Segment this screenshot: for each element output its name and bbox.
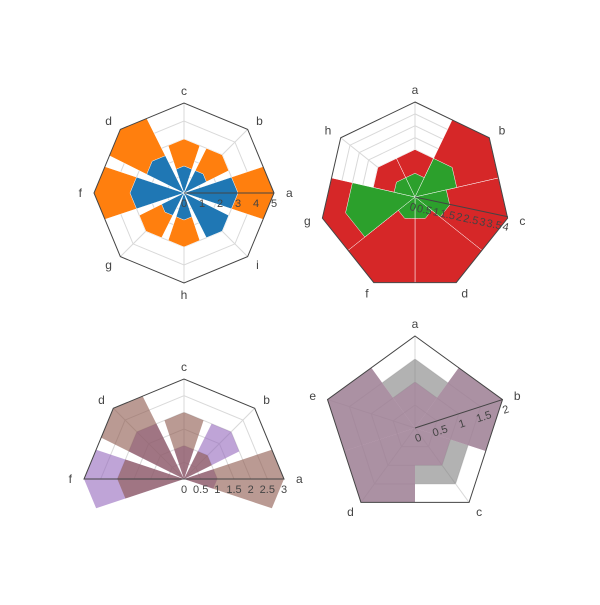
radial-axis-line bbox=[414, 399, 503, 429]
category-label-a: a bbox=[286, 186, 293, 200]
radial-tick-label: 4 bbox=[501, 221, 509, 234]
radial-tick-label: 5 bbox=[271, 198, 277, 210]
bar-green-d bbox=[414, 196, 433, 219]
radial-tick-label: 0 bbox=[414, 432, 424, 445]
bar-green-f bbox=[397, 196, 416, 219]
polar-chart-4: 0 0.5 1 1.5 2 a b c d e bbox=[309, 317, 521, 519]
radial-tick-label: 0 bbox=[181, 198, 187, 210]
series-gray bbox=[327, 359, 503, 503]
category-label-b: b bbox=[514, 389, 521, 403]
bar-blue-i bbox=[183, 192, 230, 239]
radial-tick-label: 0.5 bbox=[431, 423, 449, 439]
series-blue bbox=[129, 155, 239, 239]
bar-gray-e bbox=[327, 367, 415, 451]
bar-gray-b bbox=[415, 367, 503, 451]
category-label-f: f bbox=[69, 472, 73, 486]
category-label-i: i bbox=[256, 258, 259, 272]
radial-tick-label: 1.5 bbox=[475, 409, 493, 425]
radial-tick-label: 2.5 bbox=[462, 213, 479, 228]
category-label-a: a bbox=[412, 317, 419, 331]
radial-tick-label: 3 bbox=[478, 216, 486, 229]
category-label-b: b bbox=[263, 393, 270, 407]
bar-green-h bbox=[393, 177, 416, 198]
bar-blue-b bbox=[183, 170, 207, 194]
radial-tick-label: 0.5 bbox=[193, 484, 208, 496]
radial-tick-label: 1.5 bbox=[439, 208, 456, 223]
radial-tick-label: 3 bbox=[235, 198, 241, 210]
category-label-h: h bbox=[325, 123, 332, 137]
polar-chart-1: 0 1 2 3 4 5a b c d f g h i bbox=[79, 84, 293, 302]
radial-tick-label: 3.5 bbox=[485, 218, 502, 233]
category-label-e: e bbox=[309, 389, 316, 403]
category-label-a: a bbox=[412, 83, 419, 97]
bar-green-a bbox=[405, 172, 425, 198]
polar-chart-3: 0 0.5 1 1.5 2 2.5 3a b c d f bbox=[69, 360, 303, 509]
category-label-c: c bbox=[519, 214, 525, 228]
radial-tick-label: 2 bbox=[455, 211, 463, 224]
bar-green-c bbox=[414, 189, 451, 218]
polar-frame bbox=[93, 102, 275, 284]
category-label-b: b bbox=[256, 114, 263, 128]
radial-tick-label: 4 bbox=[253, 198, 259, 210]
bar-gray-d bbox=[344, 428, 415, 503]
radial-tick-label: 2 bbox=[248, 484, 254, 496]
bar-brown-b bbox=[184, 451, 212, 479]
category-label-f: f bbox=[365, 286, 369, 300]
radial-tick-label: 2 bbox=[501, 403, 511, 416]
series-green bbox=[345, 158, 458, 238]
category-label-d: d bbox=[105, 114, 112, 128]
radial-tick-label: 1 bbox=[214, 484, 220, 496]
bar-blue-h bbox=[175, 192, 193, 221]
radial-axis-line bbox=[414, 196, 509, 218]
radial-tick-label: 1.5 bbox=[226, 484, 241, 496]
radial-tick-label: 2 bbox=[217, 198, 223, 210]
category-label-c: c bbox=[181, 84, 187, 98]
bar-green-g bbox=[345, 182, 416, 238]
radial-tick-label: 1 bbox=[199, 198, 205, 210]
category-label-d: d bbox=[347, 505, 354, 519]
radial-tick-label: 0 bbox=[408, 201, 416, 214]
category-label-g: g bbox=[304, 214, 311, 228]
bar-blue-c bbox=[175, 165, 193, 194]
radial-tick-label: 2.5 bbox=[260, 484, 275, 496]
radial-tick-label: 3 bbox=[281, 484, 287, 496]
category-label-g: g bbox=[105, 258, 112, 272]
category-label-c: c bbox=[476, 505, 482, 519]
category-label-h: h bbox=[181, 288, 188, 302]
category-label-a: a bbox=[296, 472, 303, 486]
radial-tick-label: 0.5 bbox=[416, 203, 433, 218]
category-label-d: d bbox=[461, 286, 468, 300]
radial-tick-label: 1 bbox=[432, 206, 440, 219]
polar-frame bbox=[326, 335, 504, 503]
radial-tick-label: 0 bbox=[181, 484, 187, 496]
bar-gray-a bbox=[382, 359, 448, 428]
bar-blue-f bbox=[129, 176, 185, 210]
category-label-c: c bbox=[181, 360, 187, 374]
bar-green-b bbox=[414, 158, 458, 198]
category-label-f: f bbox=[79, 186, 83, 200]
radial-tick-label: 1 bbox=[457, 418, 467, 431]
polar-frame bbox=[321, 101, 509, 284]
bar-brown-d bbox=[101, 396, 184, 479]
category-label-b: b bbox=[499, 123, 506, 137]
bar-brown-c bbox=[164, 412, 204, 479]
polar-chart-2: 00.511.522.533.54 a b c d f g h bbox=[304, 83, 525, 300]
bar-blue-d bbox=[146, 155, 185, 194]
bar-blue-g bbox=[161, 192, 185, 216]
category-label-d: d bbox=[98, 393, 105, 407]
bar-gray-c bbox=[415, 428, 469, 484]
